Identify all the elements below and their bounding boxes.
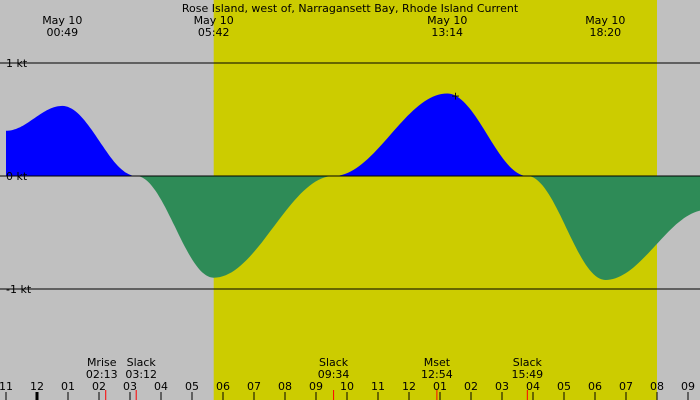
event-time-label: 15:49 <box>511 368 543 381</box>
top-date-label: May 10 <box>194 14 234 27</box>
x-tick-label: 06 <box>588 380 602 393</box>
event-time-label: 09:34 <box>318 368 350 381</box>
x-tick-label: 07 <box>619 380 633 393</box>
x-tick-label: 04 <box>526 380 540 393</box>
x-tick-label: 09 <box>681 380 695 393</box>
x-tick-label: 12 <box>402 380 416 393</box>
x-axis: 11 12 01 02 03 04 05 06 07 08 09 10 11 12 01 02 03 04 05 06… <box>0 380 695 400</box>
x-tick-label: 10 <box>340 380 354 393</box>
event-name-label: Slack <box>127 356 157 369</box>
x-tick-label: 05 <box>557 380 571 393</box>
event-name-label: Slack <box>319 356 349 369</box>
event-time-label: 03:12 <box>125 368 157 381</box>
x-tick-label: 06 <box>216 380 230 393</box>
event-time-label: 02:13 <box>86 368 118 381</box>
x-tick-label: 02 <box>464 380 478 393</box>
max-marker-symbol: + <box>451 90 460 103</box>
top-time-label: 18:20 <box>589 26 621 39</box>
y-axis-labels: 1 kt 0 kt -1 kt <box>6 57 32 296</box>
y-tick-label: 0 kt <box>6 170 28 183</box>
x-tick-label: 02 <box>92 380 106 393</box>
x-tick-label: 08 <box>278 380 292 393</box>
x-tick-label: 09 <box>309 380 323 393</box>
x-tick-label: 04 <box>154 380 168 393</box>
y-tick-label: 1 kt <box>6 57 28 70</box>
flood-area <box>6 105 139 176</box>
y-tick-label: -1 kt <box>6 283 32 296</box>
top-date-label: May 10 <box>585 14 625 27</box>
x-tick-label: 12 <box>30 380 44 393</box>
event-labels: Mrise02:13Slack03:12Slack09:34Mset12:54S… <box>86 356 543 400</box>
max-marker: + <box>451 90 460 103</box>
event-time-label: 12:54 <box>421 368 453 381</box>
current-areas <box>6 93 700 280</box>
x-tick-label: 11 <box>371 380 385 393</box>
event-name-label: Slack <box>513 356 543 369</box>
top-time-label: 00:49 <box>46 26 78 39</box>
x-tick-label: 07 <box>247 380 261 393</box>
top-date-label: May 10 <box>42 14 82 27</box>
x-tick-label: 03 <box>495 380 509 393</box>
x-tick-label: 01 <box>61 380 75 393</box>
gridlines <box>0 62 700 290</box>
top-time-label: 13:14 <box>431 26 463 39</box>
x-tick-label: 08 <box>650 380 664 393</box>
flood-area <box>336 93 530 176</box>
ebb-area <box>138 176 337 278</box>
x-tick-label: 03 <box>123 380 137 393</box>
top-time-label: 05:42 <box>198 26 230 39</box>
chart-title: Rose Island, west of, Narragansett Bay, … <box>182 2 519 15</box>
x-tick-label: 01 <box>433 380 447 393</box>
event-name-label: Mset <box>424 356 451 369</box>
x-tick-label: 11 <box>0 380 13 393</box>
ebb-area <box>529 176 700 280</box>
event-name-label: Mrise <box>87 356 117 369</box>
x-tick-label: 05 <box>185 380 199 393</box>
top-date-label: May 10 <box>427 14 467 27</box>
